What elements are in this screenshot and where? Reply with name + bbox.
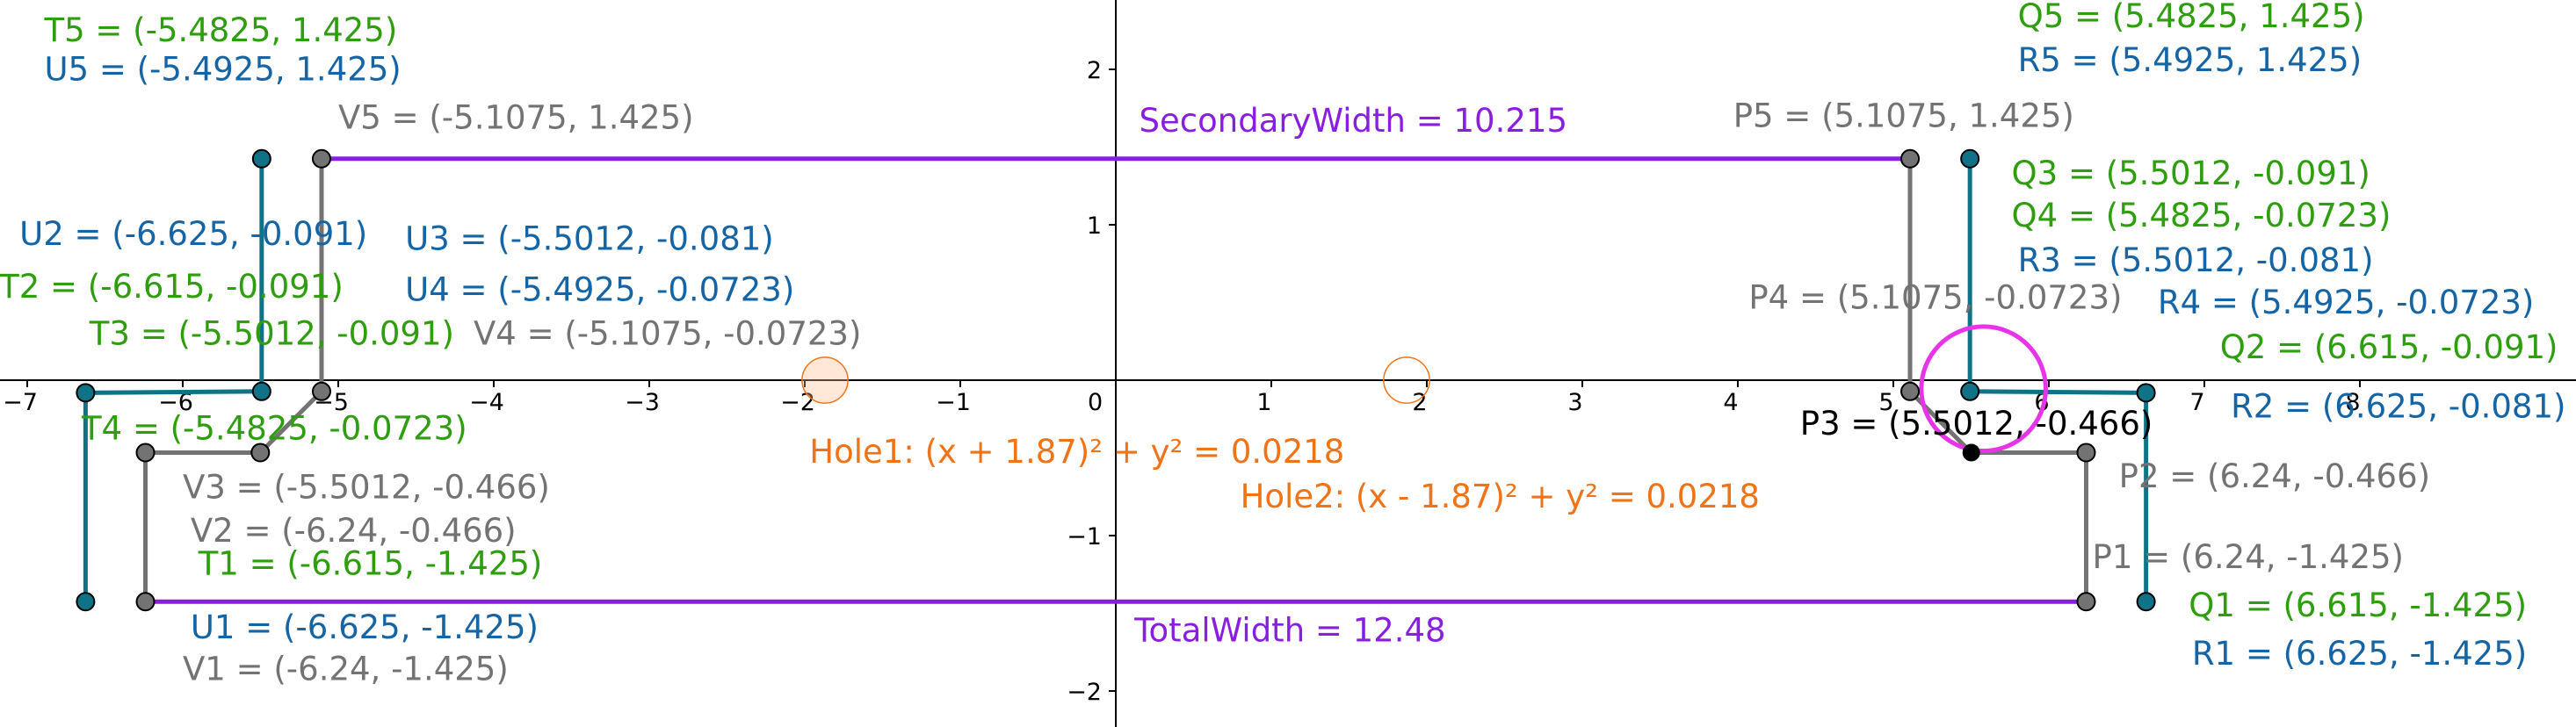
label-r4: R4 = (5.4925, -0.0723) [2158, 284, 2534, 321]
label-hole1: Hole1: (x + 1.87)² + y² = 0.0218 [809, 433, 1344, 471]
label-t4: T4 = (-5.4825, -0.0723) [81, 409, 467, 447]
label-p3: P3 = (5.5012, -0.466) [1800, 405, 2153, 443]
hole2-circle [1383, 356, 1430, 404]
point-v1[interactable] [135, 592, 156, 612]
point-v2[interactable] [135, 443, 156, 463]
label-t2: T2 = (-6.615, -0.091) [0, 268, 344, 306]
highlight-circle [1919, 324, 2048, 454]
point-r2[interactable] [2136, 383, 2156, 403]
left-outer-profile [83, 158, 264, 602]
label-t1: T1 = (-6.615, -1.425) [198, 544, 543, 582]
label-q4: Q4 = (5.4825, -0.0723) [2012, 197, 2391, 234]
point-u4[interactable] [251, 381, 271, 401]
x-tick-label: 1 [1256, 389, 1271, 416]
labels: T5 = (-5.4825, 1.425)U5 = (-5.4925, 1.42… [0, 0, 2565, 688]
label-hole2: Hole2: (x - 1.87)² + y² = 0.0218 [1241, 478, 1760, 515]
point-p2[interactable] [2076, 443, 2096, 463]
shapes [83, 156, 2149, 604]
x-tick-label: 4 [1723, 389, 1738, 416]
hole1-circle [801, 356, 849, 404]
label-t5: T5 = (-5.4825, 1.425) [43, 11, 397, 49]
point-u1[interactable] [76, 592, 96, 612]
label-p5: P5 = (5.1075, 1.425) [1733, 97, 2074, 134]
label-p2: P2 = (6.24, -0.466) [2119, 457, 2430, 495]
x-tick-label: −3 [625, 389, 660, 416]
point-r5[interactable] [1960, 148, 1980, 169]
point-v5[interactable] [311, 148, 331, 169]
label-v1: V1 = (-6.24, -1.425) [183, 651, 509, 688]
label-q1: Q1 = (6.615, -1.425) [2189, 587, 2527, 624]
label-r2: R2 = (6.625, -0.081) [2231, 387, 2565, 425]
label-r1: R1 = (6.625, -1.425) [2192, 635, 2527, 673]
label-u3: U3 = (-5.5012, -0.081) [405, 220, 774, 257]
label-v5: V5 = (-5.1075, 1.425) [338, 98, 694, 136]
points [76, 148, 2156, 612]
x-tick-label: −1 [936, 389, 971, 416]
point-p5[interactable] [1900, 148, 1921, 169]
label-q5: Q5 = (5.4825, 1.425) [2018, 0, 2365, 35]
x-tick-label: 8 [2345, 389, 2360, 416]
label-p1: P1 = (6.24, -1.425) [2093, 538, 2404, 576]
label-u2: U2 = (-6.625, -0.091) [19, 215, 367, 253]
y-tick-label: −1 [1067, 523, 1102, 551]
point-u5[interactable] [251, 148, 271, 169]
point-v3[interactable] [250, 443, 271, 463]
label-v2: V2 = (-6.24, -0.466) [191, 512, 517, 550]
x-tick-label: −2 [780, 389, 815, 416]
y-tick-label: 2 [1087, 57, 1102, 84]
label-u1: U1 = (-6.625, -1.425) [191, 608, 539, 646]
x-tick-label: 3 [1567, 389, 1582, 416]
label-u5: U5 = (-5.4925, 1.425) [44, 50, 401, 88]
label-p4: P4 = (5.1075, -0.0723) [1748, 279, 2122, 317]
label-t3: T3 = (-5.5012, -0.091) [89, 314, 454, 352]
point-p3[interactable] [1962, 443, 1980, 462]
y-tick-label: −2 [1067, 679, 1102, 706]
right-outer-profile [1967, 158, 2149, 602]
point-u2[interactable] [76, 383, 96, 403]
x-tick-label: −7 [3, 389, 38, 416]
point-p4[interactable] [1900, 381, 1921, 401]
label-r3: R3 = (5.5012, -0.081) [2018, 241, 2374, 279]
x-tick-label: 7 [2189, 389, 2204, 416]
x-tick-label: −4 [469, 389, 504, 416]
label-total-width: TotalWidth = 12.48 [1133, 611, 1445, 649]
point-r1[interactable] [2136, 592, 2156, 612]
point-v4[interactable] [311, 381, 331, 401]
label-q2: Q2 = (6.615, -0.091) [2220, 328, 2558, 366]
label-r5: R5 = (5.4925, 1.425) [2018, 41, 2363, 79]
label-u4: U4 = (-5.4925, -0.0723) [405, 271, 794, 309]
label-secondary-width: SecondaryWidth = 10.215 [1140, 102, 1567, 140]
label-q3: Q3 = (5.5012, -0.091) [2012, 155, 2370, 192]
x-tick-label: 5 [1878, 389, 1893, 416]
point-p1[interactable] [2076, 592, 2096, 612]
label-v4: V4 = (-5.1075, -0.0723) [474, 314, 861, 352]
y-tick-label: 1 [1087, 212, 1102, 240]
point-r4[interactable] [1960, 381, 1980, 401]
label-v3: V3 = (-5.5012, -0.466) [183, 469, 550, 507]
origin-label: 0 [1088, 389, 1103, 416]
